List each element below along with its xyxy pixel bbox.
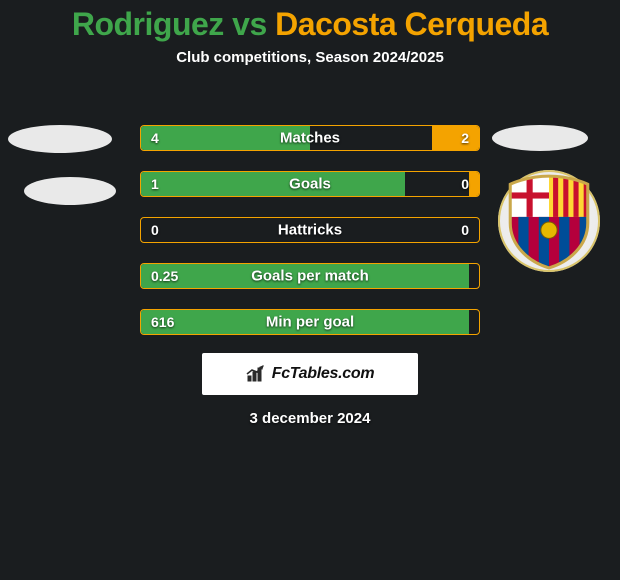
- stat-bar-right: [432, 126, 479, 150]
- stat-value-left: 4: [151, 130, 159, 146]
- stat-bar-left: [141, 172, 405, 196]
- stat-row: 0.25 Goals per match: [140, 263, 480, 289]
- stat-label: Goals per match: [251, 268, 369, 285]
- subtitle: Club competitions, Season 2024/2025: [0, 49, 620, 66]
- stat-value-right: 2: [461, 130, 469, 146]
- player-badge-placeholder: [492, 125, 588, 151]
- title-player1: Rodriguez: [72, 6, 224, 42]
- comparison-title: Rodriguez vs Dacosta Cerqueda: [0, 0, 620, 43]
- stat-label: Min per goal: [266, 314, 354, 331]
- stat-value-left: 0: [151, 222, 159, 238]
- title-player2: Dacosta Cerqueda: [275, 6, 548, 42]
- stat-value-left: 1: [151, 176, 159, 192]
- stat-bar-right: [469, 172, 479, 196]
- title-vs: vs: [224, 6, 275, 42]
- stat-value-right: 0: [461, 176, 469, 192]
- comparison-bars: 4 2 Matches 1 0 Goals 0 0 Hattricks 0.25 Goals per…: [140, 125, 480, 355]
- stat-row: 1 0 Goals: [140, 171, 480, 197]
- stat-row: 0 0 Hattricks: [140, 217, 480, 243]
- stat-value-left: 616: [151, 314, 174, 330]
- stat-value-left: 0.25: [151, 268, 178, 284]
- stat-label: Hattricks: [278, 222, 342, 239]
- stat-label: Matches: [280, 130, 340, 147]
- stat-row: 616 Min per goal: [140, 309, 480, 335]
- stat-row: 4 2 Matches: [140, 125, 480, 151]
- footer-date: 3 december 2024: [250, 410, 371, 427]
- brand-box: FcTables.com: [202, 353, 418, 395]
- player-badge-placeholder: [24, 177, 116, 205]
- club-crest: [498, 170, 600, 272]
- bar-chart-icon: [246, 365, 266, 383]
- stat-label: Goals: [289, 176, 331, 193]
- player-badge-placeholder: [8, 125, 112, 153]
- stat-value-right: 0: [461, 222, 469, 238]
- brand-text: FcTables.com: [272, 365, 375, 383]
